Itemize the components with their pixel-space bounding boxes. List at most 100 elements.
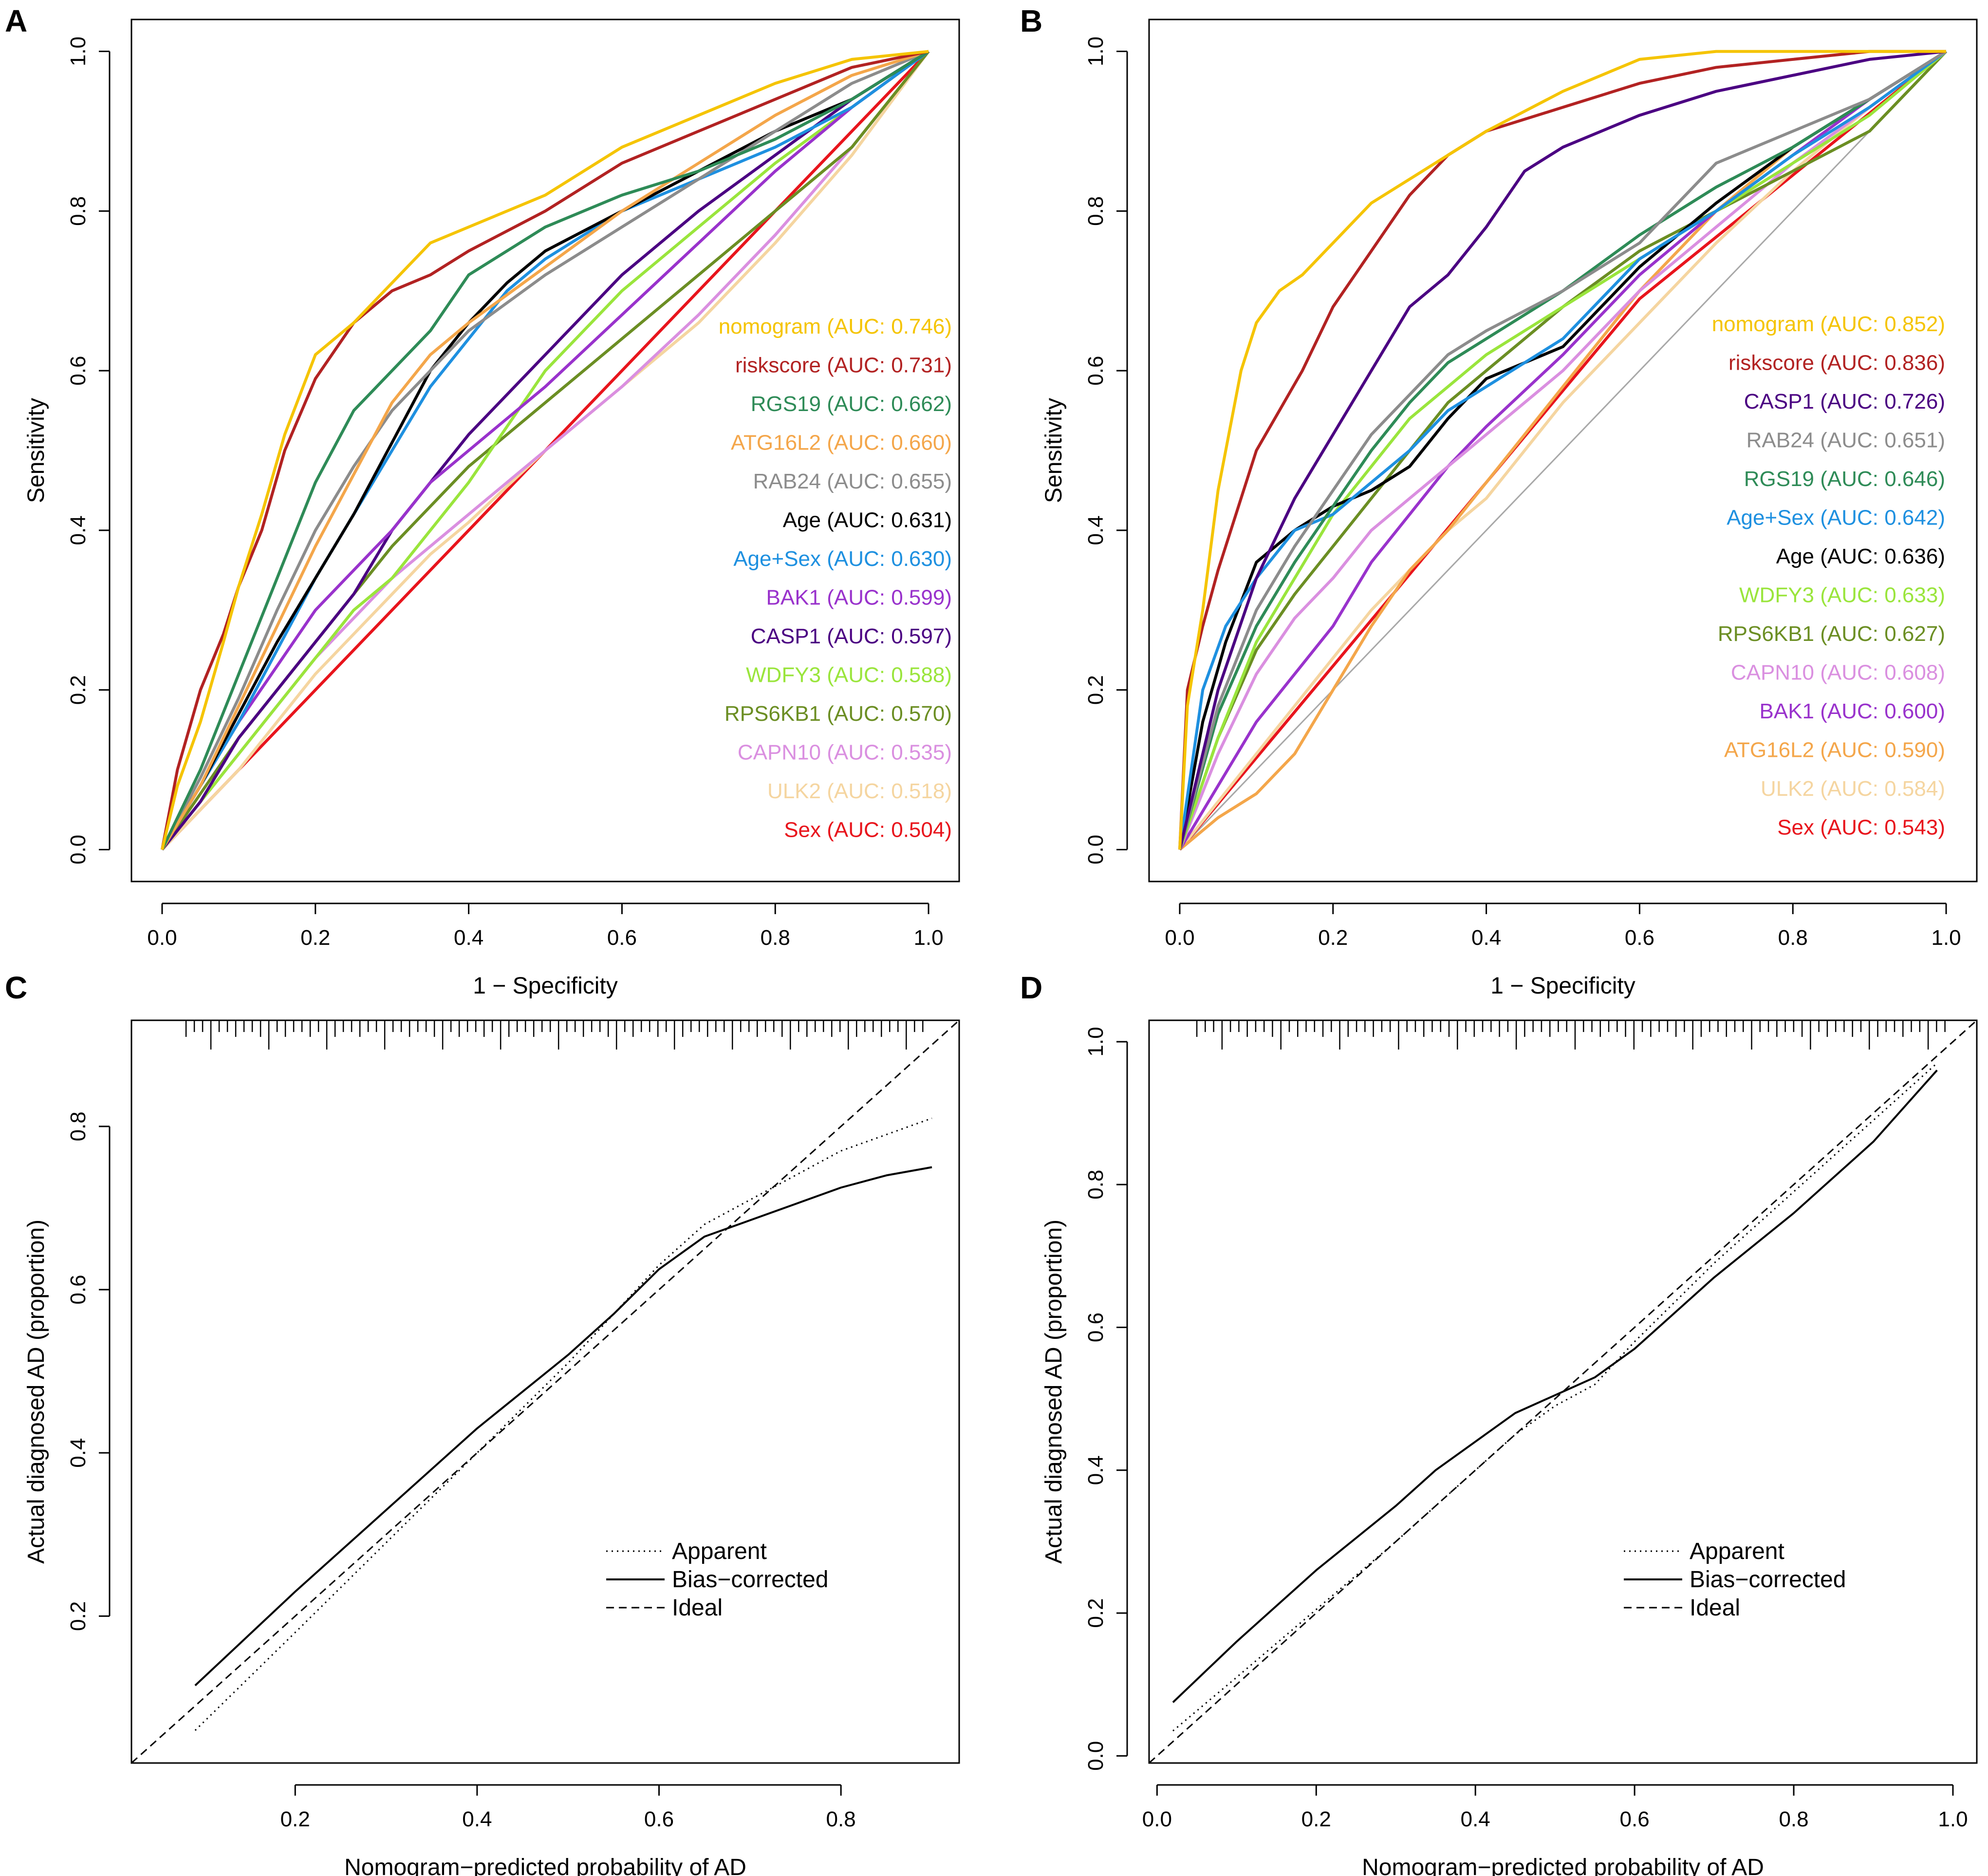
roc-line-rgs19 — [1178, 50, 1947, 850]
roc-line-atg16l2 — [161, 50, 929, 850]
panel-label-b: B — [1020, 3, 1042, 38]
x-tick-label: 0.6 — [644, 1807, 674, 1831]
calibration-line-apparent — [1172, 1062, 1938, 1732]
x-tick-label: 0.8 — [1779, 1807, 1808, 1831]
x-axis-title: Nomogram−predicted probability of AD — [1362, 1855, 1764, 1876]
roc-line-age-sex — [161, 50, 929, 850]
y-tick-label: 1.0 — [1084, 37, 1108, 66]
legend-entry-nomogram: nomogram (AUC: 0.746) — [719, 315, 952, 338]
y-tick-label: 0.8 — [1084, 196, 1108, 226]
x-tick-label: 0.0 — [1142, 1807, 1172, 1831]
y-tick-label: 0.0 — [66, 835, 90, 864]
legend-entry-capn10: CAPN10 (AUC: 0.608) — [1731, 661, 1945, 685]
legend-entry-riskscore: riskscore (AUC: 0.836) — [1728, 351, 1945, 375]
calibration-panel-c: 0.2 0.4 0.6 0.8 Nomogram−predicted probabili… — [23, 1019, 960, 1876]
legend-entry-rgs19: RGS19 (AUC: 0.646) — [1744, 467, 1945, 491]
roc-line-casp1 — [1178, 50, 1947, 850]
plot-frame — [1148, 1019, 1978, 1764]
y-tick-label: 0.0 — [1084, 1741, 1108, 1771]
legend-entry-wdfy3: WDFY3 (AUC: 0.588) — [746, 663, 952, 687]
roc-panel-b: 0.0 0.2 0.4 0.6 0.8 1.0 1 − Specificity 0.0 0.2 0… — [1041, 19, 1978, 999]
rug-ticks — [1196, 1020, 1946, 1050]
y-tick-label: 0.2 — [66, 1601, 90, 1631]
legend-entry-sex: Sex (AUC: 0.543) — [1777, 816, 1945, 840]
panel-label-c: C — [5, 970, 27, 1005]
calibration-line-ideal — [130, 1019, 960, 1764]
x-tick-label: 0.4 — [462, 1807, 492, 1831]
legend-entry-rab24: RAB24 (AUC: 0.651) — [1746, 429, 1945, 452]
roc-line-nomogram — [1178, 50, 1946, 850]
roc-line-rab24 — [161, 50, 929, 850]
legend-entry-bias-corrected: Bias−corrected — [1690, 1567, 1846, 1593]
legend-entry-ideal: Ideal — [1690, 1595, 1740, 1621]
legend-entry-casp1: CASP1 (AUC: 0.597) — [751, 624, 952, 648]
plot-frame — [130, 1019, 960, 1764]
y-tick-label: 1.0 — [66, 37, 90, 66]
calibration-line-bias-corrected — [1172, 1069, 1938, 1703]
legend-entry-atg16l2: ATG16L2 (AUC: 0.590) — [1724, 738, 1945, 762]
y-tick-label: 0.0 — [1084, 835, 1108, 864]
y-tick-label: 0.4 — [1084, 515, 1108, 545]
calibration-line-apparent — [194, 1117, 932, 1731]
y-tick-label: 0.8 — [66, 196, 90, 226]
y-tick-label: 0.8 — [66, 1111, 90, 1141]
x-tick-label: 0.4 — [1461, 1807, 1490, 1831]
y-tick-label: 0.4 — [66, 515, 90, 545]
roc-line-riskscore — [1178, 50, 1946, 850]
y-tick-label: 0.2 — [66, 675, 90, 705]
calibration-panel-d: 0.0 0.2 0.4 0.6 0.8 1.0 Nomogram−predicted pro… — [1041, 1019, 1978, 1876]
y-tick-label: 0.2 — [1084, 675, 1108, 705]
x-tick-label: 0.8 — [761, 926, 790, 950]
roc-line-age — [161, 50, 929, 850]
rug-ticks — [185, 1020, 924, 1050]
x-tick-label: 0.8 — [826, 1807, 856, 1831]
legend-entry-rab24: RAB24 (AUC: 0.655) — [753, 469, 952, 493]
x-tick-label: 0.6 — [607, 926, 637, 950]
roc-line-ulk2 — [161, 50, 930, 851]
x-tick-label: 0.8 — [1778, 926, 1808, 950]
x-tick-label: 1.0 — [1938, 1807, 1968, 1831]
panel-label-d: D — [1020, 970, 1042, 1005]
x-tick-label: 0.0 — [147, 926, 177, 950]
x-tick-label: 0.4 — [454, 926, 483, 950]
x-tick-label: 0.0 — [1165, 926, 1194, 950]
x-tick-label: 0.4 — [1471, 926, 1501, 950]
roc-line-wdfy3 — [161, 50, 929, 851]
y-tick-label: 0.4 — [66, 1438, 90, 1468]
y-tick-label: 0.6 — [66, 1275, 90, 1304]
legend-entry-bias-corrected: Bias−corrected — [672, 1567, 829, 1593]
legend-entry-ulk2: ULK2 (AUC: 0.518) — [767, 779, 952, 803]
legend-entry-age-sex: Age+Sex (AUC: 0.642) — [1727, 506, 1945, 530]
x-axis-title: 1 − Specificity — [473, 973, 617, 999]
legend-entry-rgs19: RGS19 (AUC: 0.662) — [751, 392, 952, 416]
y-tick-label: 0.4 — [1084, 1455, 1108, 1485]
plot-frame — [1148, 19, 1978, 882]
calibration-line-ideal — [1148, 1019, 1978, 1764]
y-tick-label: 0.6 — [1084, 356, 1108, 386]
legend-entry-bak1: BAK1 (AUC: 0.600) — [1760, 699, 1946, 723]
legend-entry-nomogram: nomogram (AUC: 0.852) — [1712, 312, 1945, 336]
y-axis-title: Actual diagnosed AD (proportion) — [1041, 1219, 1067, 1564]
x-tick-label: 0.6 — [1625, 926, 1654, 950]
y-axis-title: Sensitivity — [23, 398, 49, 503]
y-axis-title: Sensitivity — [1041, 398, 1067, 503]
legend-entry-rps6kb1: RPS6KB1 (AUC: 0.570) — [725, 702, 952, 726]
roc-line-rab24 — [1178, 50, 1947, 850]
legend-entry-ideal: Ideal — [672, 1595, 723, 1621]
x-tick-label: 0.2 — [1318, 926, 1348, 950]
x-tick-label: 1.0 — [913, 926, 943, 950]
panel-label-a: A — [5, 3, 27, 38]
y-tick-label: 0.6 — [66, 356, 90, 386]
legend-entry-riskscore: riskscore (AUC: 0.731) — [735, 354, 952, 377]
y-axis-title: Actual diagnosed AD (proportion) — [23, 1219, 49, 1564]
y-tick-label: 1.0 — [1084, 1027, 1108, 1056]
roc-line-riskscore — [161, 50, 929, 850]
roc-panel-a: 0.0 0.2 0.4 0.6 0.8 1.0 1 − Specificity 0.0 0.2 0… — [23, 19, 960, 999]
roc-line-rgs19 — [161, 50, 929, 850]
plot-frame — [130, 19, 960, 882]
x-tick-label: 0.2 — [280, 1807, 310, 1831]
legend-entry-apparent: Apparent — [1690, 1538, 1784, 1564]
legend-entry-age: Age (AUC: 0.636) — [1776, 544, 1945, 568]
